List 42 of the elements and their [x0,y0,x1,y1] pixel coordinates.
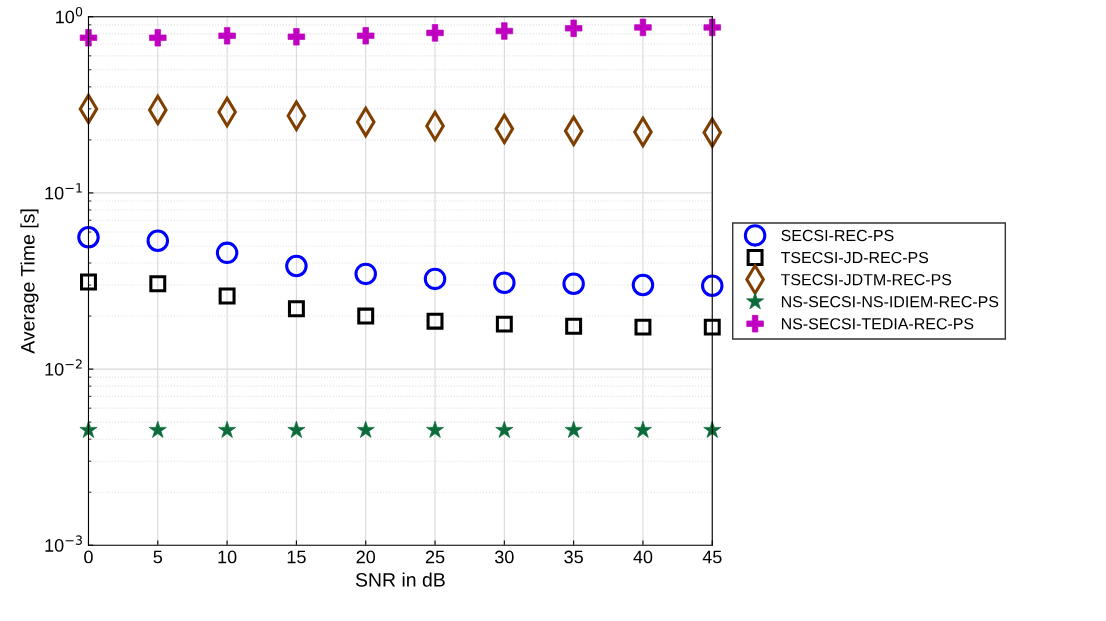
y-tick-label: 10$^{−3}$ [45,535,82,552]
y-tick-label: 10$^{−1}$ [45,183,82,200]
point [149,275,167,293]
y-tick-label: 10$^{−2}$ [45,359,82,376]
point [354,262,377,286]
x-tick-label: 30 [494,550,514,564]
x-axis-title: SNR in dB [355,572,445,587]
x-tick-label: 45 [702,550,722,564]
legend-label: TSECSI-JD-REC-PS [781,251,929,264]
point [703,318,721,336]
point [493,271,516,295]
x-tick-label: 35 [564,550,583,564]
legend-label: TSECSI-JDTM-REC-PS [781,273,952,286]
point [285,254,308,278]
point [77,226,100,249]
point [218,27,236,45]
point [80,273,97,291]
legend-label: SECSI-REC-PS [781,229,894,242]
point [565,317,583,335]
point [218,287,236,305]
y-axis-title: Average Time [s] [20,209,39,354]
x-tick-label: 0 [84,550,93,564]
y-tick-label: 10$^{0}$ [56,6,83,24]
point [287,300,305,318]
point [701,274,724,298]
point [423,267,447,291]
point [146,229,170,253]
point [495,315,513,333]
x-tick-label: 25 [425,550,445,564]
point [357,307,375,325]
point [634,318,652,336]
point [562,272,585,296]
x-tick-label: 5 [153,550,163,564]
x-tick-label: 15 [287,550,306,564]
point [426,312,444,330]
point [631,273,655,297]
x-tick-label: 40 [633,550,653,564]
x-tick-label: 20 [356,550,376,564]
legend-label: NS-SECSI-TEDIA-REC-PS [781,318,974,330]
x-tick-label: 10 [218,550,237,564]
point [215,241,239,265]
legend-label: NS-SECSI-NS-IDIEM-REC-PS [781,296,999,308]
